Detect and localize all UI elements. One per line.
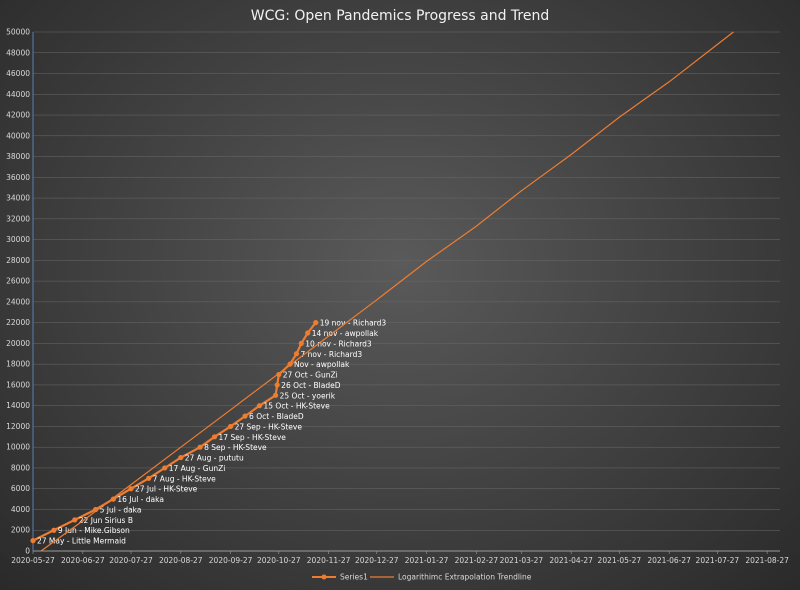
y-tick-label: 42000 — [6, 111, 30, 120]
data-label: 8 Sep - HK-Steve — [204, 443, 267, 452]
data-point — [298, 340, 304, 346]
x-tick-label: 2020-06-27 — [61, 556, 105, 565]
x-tick-label: 2020-12-27 — [355, 556, 399, 565]
data-point — [211, 434, 218, 440]
y-tick-label: 28000 — [6, 256, 30, 265]
data-label: 17 Sep - HK-Steve — [219, 433, 287, 442]
data-label: 27 Jul - HK-Steve — [135, 485, 198, 494]
data-label: 22 Jun Sirius B — [79, 516, 133, 525]
y-tick-label: 46000 — [6, 69, 30, 78]
y-tick-label: 34000 — [6, 194, 30, 203]
x-tick-label: 2021-06-27 — [647, 556, 691, 565]
legend-trendline-label: Logarithimc Extrapolation Trendline — [398, 573, 532, 582]
data-label: 27 Oct - GunZi — [283, 371, 338, 380]
legend-series1-marker — [321, 574, 327, 580]
data-label: 16 Jul - daka — [117, 495, 164, 504]
data-label: 19 nov - Richard3 — [320, 319, 387, 328]
series-group: 27 May - Little Mermaid 9 Jun - Mike.Gibs… — [30, 31, 734, 552]
y-tick-label: 8000 — [11, 463, 30, 472]
data-label: 7 nov - Richard3 — [300, 350, 362, 359]
x-tick-label: 2021-08-27 — [745, 556, 789, 565]
y-tick-label: 30000 — [6, 235, 30, 244]
data-point — [242, 413, 248, 419]
x-tick-label: 2020-08-27 — [159, 556, 203, 565]
data-label: 14 nov - awpollak — [312, 329, 379, 338]
data-label: 7 Aug - HK-Steve — [153, 474, 217, 483]
data-label: 15 Oct - HK-Steve — [264, 402, 331, 411]
data-label: 6 Oct - BladeD — [249, 412, 304, 421]
data-label: 17 Aug - GunZi — [169, 464, 226, 473]
legend-series1-label: Series1 — [340, 573, 368, 582]
data-label: 25 Oct - yoerik — [280, 391, 336, 400]
y-tick-label: 2000 — [11, 526, 30, 535]
data-label: 10 nov - Richard3 — [305, 339, 372, 348]
data-label: 27 Sep - HK-Steve — [235, 422, 303, 431]
x-tick-label: 2021-05-27 — [598, 556, 642, 565]
data-point — [313, 320, 319, 326]
y-tick-label: 18000 — [6, 360, 30, 369]
y-tick-label: 0 — [25, 547, 30, 556]
x-tick-label: 2020-11-27 — [307, 556, 351, 565]
y-tick-labels: 0 2000 4000 6000 8000 10000 12000 14000 16000 180… — [6, 28, 30, 556]
y-tick-label: 38000 — [6, 152, 30, 161]
x-tick-label: 2020-09-27 — [209, 556, 253, 565]
x-tick-label: 2021-07-27 — [696, 556, 740, 565]
data-point — [256, 403, 263, 409]
data-point — [30, 538, 36, 544]
y-tick-label: 20000 — [6, 339, 30, 348]
y-tick-label: 12000 — [6, 422, 30, 431]
x-tick-label: 2020-05-27 — [11, 556, 55, 565]
trendline — [40, 31, 734, 552]
data-point — [128, 486, 134, 492]
data-label: 9 Jun - Mike.Gibson — [58, 526, 130, 535]
y-tick-label: 44000 — [6, 90, 30, 99]
x-tick-label: 2021-03-27 — [500, 556, 544, 565]
data-label: Nov - awpollak — [294, 360, 350, 369]
y-tick-label: 50000 — [6, 28, 30, 37]
y-tick-label: 10000 — [6, 443, 30, 452]
legend: Series1 Logarithimc Extrapolation Trendli… — [312, 573, 532, 582]
grid — [33, 31, 780, 531]
chart-title: WCG: Open Pandemics Progress and Trend — [251, 8, 550, 24]
data-point — [72, 517, 78, 523]
y-tick-label: 48000 — [6, 48, 30, 57]
axes — [32, 32, 780, 554]
y-tick-label: 4000 — [11, 505, 30, 514]
data-point — [293, 351, 300, 357]
data-point — [197, 444, 203, 450]
y-tick-label: 6000 — [11, 484, 30, 493]
series1-line — [32, 321, 317, 542]
data-label: 27 Aug - pututu — [185, 454, 244, 463]
y-tick-label: 14000 — [6, 401, 30, 410]
data-point — [227, 423, 234, 430]
data-label: 5 Jul - daka — [100, 505, 142, 514]
data-label: 26 Oct - BladeD — [281, 381, 341, 390]
x-tick-labels: 2020-05-27 2020-06-27 2020-07-27 2020-08-27… — [11, 556, 789, 565]
data-point — [178, 454, 184, 461]
data-point — [146, 475, 152, 481]
x-tick-label: 2021-04-27 — [549, 556, 593, 565]
data-label: 27 May - Little Mermaid — [37, 537, 126, 546]
data-point — [305, 330, 311, 336]
y-tick-label: 32000 — [6, 214, 30, 223]
data-point — [51, 527, 57, 533]
data-point — [272, 392, 279, 398]
x-tick-label: 2021-01-27 — [405, 556, 449, 565]
data-point — [110, 496, 116, 502]
y-tick-label: 40000 — [6, 131, 30, 140]
x-tick-label: 2020-10-27 — [257, 556, 301, 565]
y-tick-label: 22000 — [6, 318, 30, 327]
y-tick-label: 36000 — [6, 173, 30, 182]
data-point — [162, 465, 168, 471]
x-tick-label: 2020-07-27 — [109, 556, 153, 565]
y-tick-label: 16000 — [6, 380, 30, 389]
y-tick-label: 26000 — [6, 277, 30, 286]
y-tick-label: 24000 — [6, 297, 30, 306]
data-point — [274, 382, 280, 388]
x-tick-label: 2021-02-27 — [455, 556, 499, 565]
